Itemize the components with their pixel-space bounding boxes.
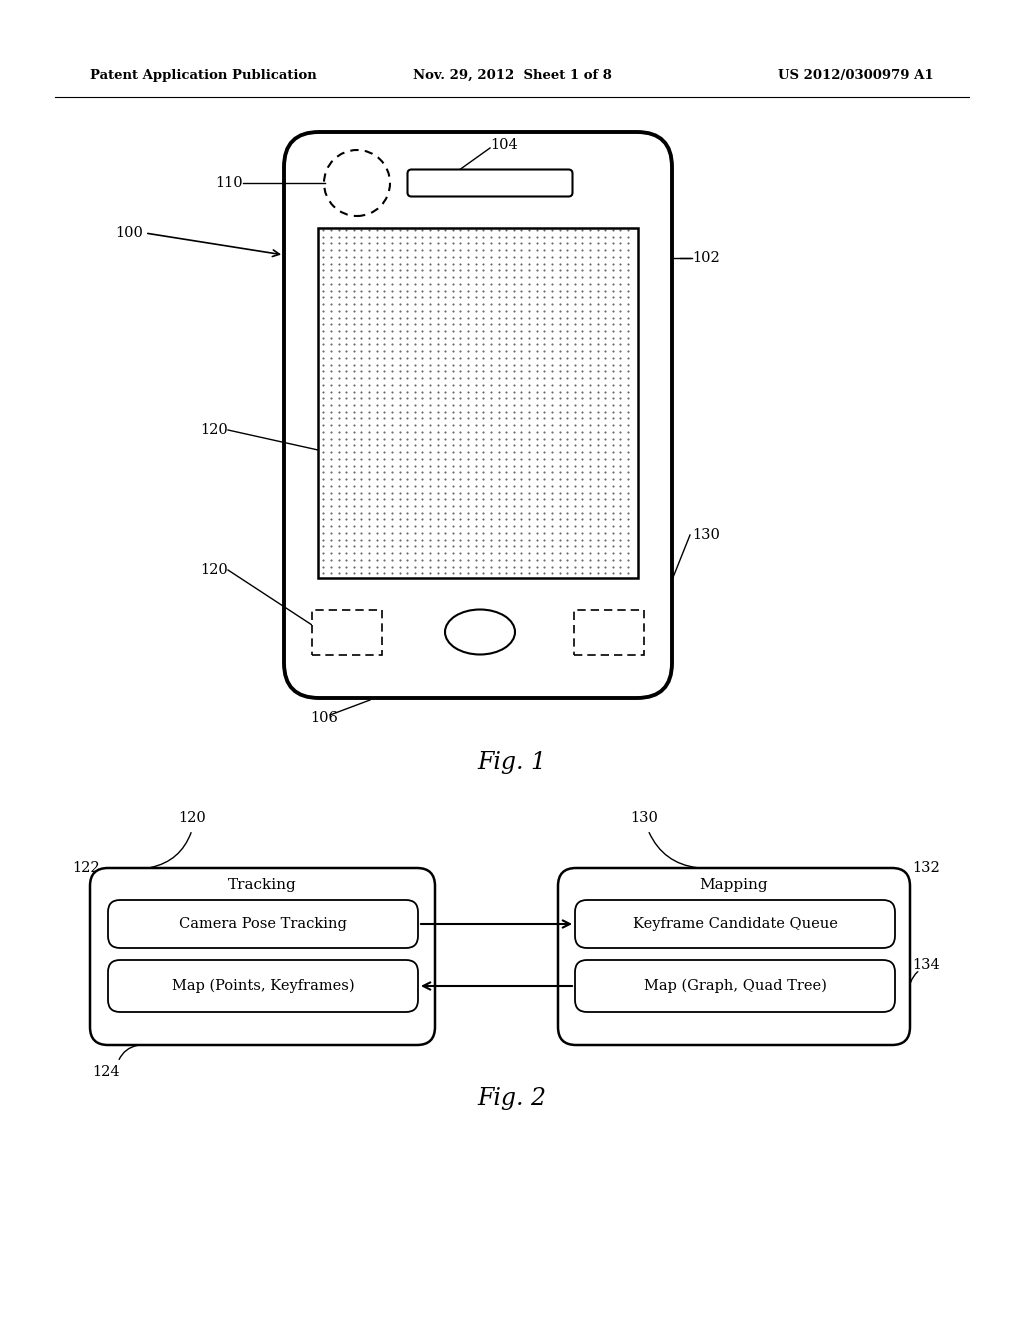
Ellipse shape <box>445 610 515 655</box>
Text: 120: 120 <box>200 422 227 437</box>
Text: 120: 120 <box>178 810 206 825</box>
FancyBboxPatch shape <box>108 900 418 948</box>
Text: 100: 100 <box>115 226 143 240</box>
Text: Map (Points, Keyframes): Map (Points, Keyframes) <box>172 979 354 993</box>
Text: Keyframe Candidate Queue: Keyframe Candidate Queue <box>633 917 838 931</box>
Text: Nov. 29, 2012  Sheet 1 of 8: Nov. 29, 2012 Sheet 1 of 8 <box>413 69 611 82</box>
Text: 134: 134 <box>912 958 940 972</box>
Text: Fig. 1: Fig. 1 <box>477 751 547 774</box>
FancyBboxPatch shape <box>90 869 435 1045</box>
Text: Patent Application Publication: Patent Application Publication <box>90 69 316 82</box>
Text: 110: 110 <box>215 176 243 190</box>
FancyBboxPatch shape <box>408 169 572 197</box>
FancyBboxPatch shape <box>108 960 418 1012</box>
Bar <box>318 228 638 578</box>
Bar <box>312 610 382 655</box>
FancyBboxPatch shape <box>575 900 895 948</box>
Text: US 2012/0300979 A1: US 2012/0300979 A1 <box>778 69 934 82</box>
Text: Fig. 2: Fig. 2 <box>477 1086 547 1110</box>
Text: 122: 122 <box>72 861 99 875</box>
Text: 106: 106 <box>310 711 338 725</box>
Text: 124: 124 <box>92 1065 120 1078</box>
Text: 120: 120 <box>200 564 227 577</box>
FancyBboxPatch shape <box>558 869 910 1045</box>
FancyBboxPatch shape <box>284 132 672 698</box>
Text: Camera Pose Tracking: Camera Pose Tracking <box>179 917 347 931</box>
Text: 102: 102 <box>692 251 720 265</box>
Text: Map (Graph, Quad Tree): Map (Graph, Quad Tree) <box>643 979 826 993</box>
Text: 130: 130 <box>692 528 720 543</box>
Text: 104: 104 <box>490 139 518 152</box>
Text: Tracking: Tracking <box>228 878 297 892</box>
Text: 130: 130 <box>630 810 657 825</box>
Text: Mapping: Mapping <box>699 878 768 892</box>
FancyBboxPatch shape <box>575 960 895 1012</box>
Text: 132: 132 <box>912 861 940 875</box>
Bar <box>574 610 644 655</box>
